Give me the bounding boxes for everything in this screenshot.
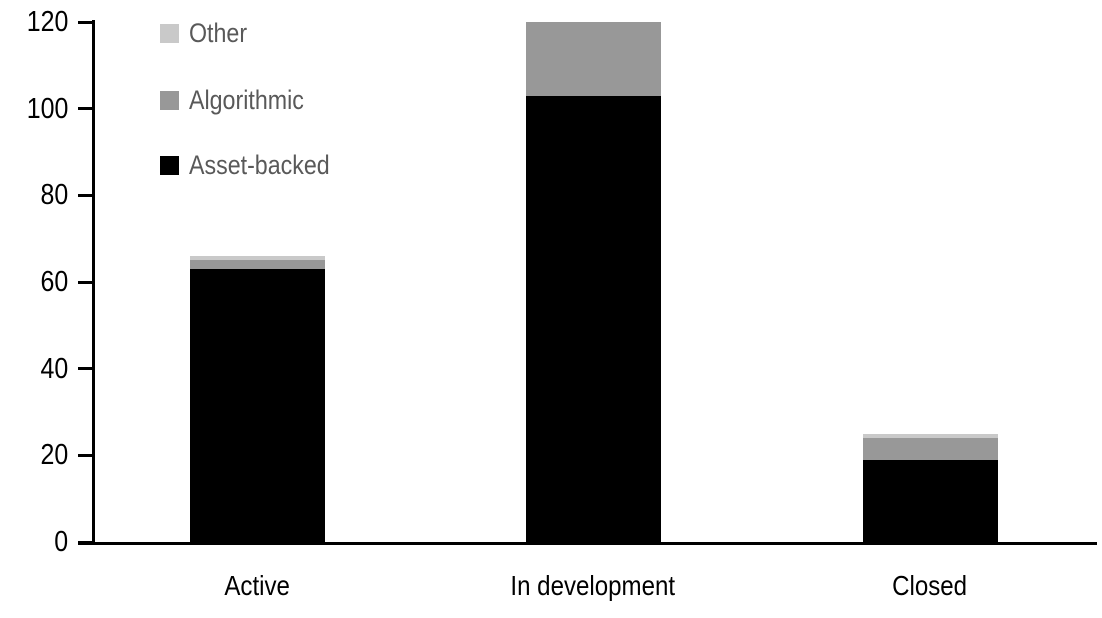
y-axis-tick-label-text: 100 <box>26 93 68 125</box>
bar-segment-active-asset-backed <box>190 269 325 542</box>
legend-entry-other: Other <box>160 20 257 47</box>
legend-label-text: Other <box>189 18 248 48</box>
bar-segment-in-development-algorithmic <box>526 22 661 96</box>
x-axis-category-label: In development <box>463 570 723 602</box>
y-axis-tick <box>78 454 95 457</box>
y-axis-tick <box>78 107 95 110</box>
bar-segment-closed-algorithmic <box>863 438 998 460</box>
y-axis-tick-label: 60 <box>0 265 68 299</box>
x-axis-category-label-text: In development <box>510 570 676 601</box>
legend-swatch-algorithmic <box>160 91 179 110</box>
y-axis-tick-label-text: 60 <box>40 266 68 298</box>
x-axis-category-label: Closed <box>800 570 1060 602</box>
y-axis-tick <box>78 367 95 370</box>
y-axis-tick-label-text: 120 <box>26 6 68 38</box>
legend-label-text: Algorithmic <box>189 85 304 115</box>
y-axis-tick <box>78 541 95 544</box>
y-axis-tick <box>78 21 95 24</box>
bar-segment-active-other <box>190 256 325 260</box>
y-axis-tick-label: 20 <box>0 438 68 472</box>
legend-label-text: Asset-backed <box>189 150 330 180</box>
x-axis-category-label-text: Active <box>224 570 290 601</box>
legend-entry-algorithmic: Algorithmic <box>160 87 323 114</box>
x-axis-category-label: Active <box>127 570 387 602</box>
y-axis-tick <box>78 194 95 197</box>
y-axis-tick-label: 100 <box>0 92 68 126</box>
y-axis-tick <box>78 281 95 284</box>
y-axis-tick-label-text: 0 <box>54 526 68 558</box>
bar-segment-closed-other <box>863 434 998 438</box>
y-axis-tick-label: 40 <box>0 352 68 386</box>
bar-segment-in-development-asset-backed <box>526 96 661 542</box>
y-axis-tick-label: 0 <box>0 525 68 559</box>
y-axis-tick-label-text: 20 <box>40 439 68 471</box>
y-axis-tick-label-text: 40 <box>40 353 68 385</box>
y-axis-tick-label-text: 80 <box>40 179 68 211</box>
legend-swatch-other <box>160 24 179 43</box>
legend-entry-asset-backed: Asset-backed <box>160 152 353 179</box>
legend-swatch-asset-backed <box>160 156 179 175</box>
y-axis-tick-label: 80 <box>0 178 68 212</box>
x-axis-line <box>78 542 1097 545</box>
bar-segment-closed-asset-backed <box>863 460 998 542</box>
y-axis-tick-label: 120 <box>0 5 68 39</box>
bar-segment-active-algorithmic <box>190 260 325 269</box>
x-axis-category-label-text: Closed <box>892 570 968 601</box>
